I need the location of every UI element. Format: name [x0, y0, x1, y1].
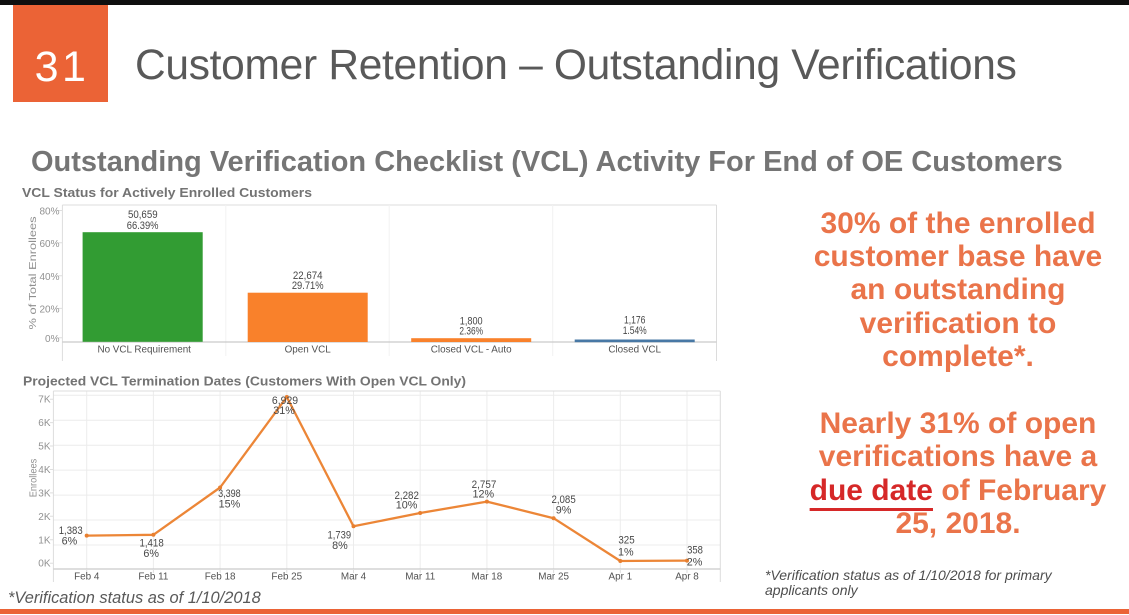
svg-text:7K: 7K	[38, 395, 51, 406]
svg-text:Open VCL: Open VCL	[285, 345, 332, 356]
svg-text:0K: 0K	[38, 559, 51, 570]
svg-text:2,757: 2,757	[472, 479, 497, 491]
svg-text:29.71%: 29.71%	[292, 280, 324, 292]
svg-text:1.54%: 1.54%	[623, 325, 647, 337]
svg-text:2%: 2%	[687, 557, 703, 569]
svg-text:31%: 31%	[273, 405, 295, 417]
svg-text:20%: 20%	[39, 305, 59, 316]
svg-text:2,282: 2,282	[395, 490, 419, 502]
svg-text:358: 358	[687, 545, 703, 557]
svg-text:% of Total Enrollees: % of Total Enrollees	[28, 217, 39, 330]
svg-text:12%: 12%	[472, 488, 494, 500]
svg-text:Closed VCL: Closed VCL	[608, 345, 661, 356]
svg-text:1,383: 1,383	[59, 525, 83, 537]
svg-text:Feb 4: Feb 4	[74, 572, 100, 583]
svg-text:50,659: 50,659	[128, 209, 158, 221]
svg-text:80%: 80%	[39, 207, 59, 218]
svg-text:Mar 11: Mar 11	[405, 572, 436, 583]
svg-text:6%: 6%	[62, 536, 78, 548]
svg-text:2K: 2K	[38, 512, 51, 523]
svg-text:No VCL Requirement: No VCL Requirement	[97, 345, 191, 356]
svg-text:2,085: 2,085	[552, 494, 576, 506]
svg-text:2.36%: 2.36%	[459, 325, 483, 337]
svg-text:3K: 3K	[38, 488, 51, 499]
svg-text:Feb 18: Feb 18	[205, 572, 236, 583]
svg-text:Apr 1: Apr 1	[608, 572, 632, 583]
svg-text:3,398: 3,398	[218, 488, 241, 500]
svg-text:VCL Status for Actively Enroll: VCL Status for Actively Enrolled Custome…	[22, 185, 312, 200]
svg-text:66.39%: 66.39%	[127, 220, 159, 232]
svg-text:6%: 6%	[143, 548, 159, 560]
svg-text:Feb 25: Feb 25	[271, 572, 302, 583]
svg-text:Enrollees: Enrollees	[29, 459, 40, 498]
svg-text:Closed VCL - Auto: Closed VCL - Auto	[431, 345, 512, 356]
svg-text:4K: 4K	[38, 465, 51, 476]
svg-text:Mar 25: Mar 25	[538, 572, 569, 583]
svg-text:6,929: 6,929	[272, 395, 298, 407]
svg-text:1,739: 1,739	[328, 530, 352, 542]
svg-text:15%: 15%	[219, 499, 241, 511]
svg-text:6K: 6K	[38, 418, 51, 429]
svg-text:1,418: 1,418	[140, 537, 164, 549]
svg-text:22,674: 22,674	[293, 270, 323, 282]
svg-text:60%: 60%	[39, 239, 59, 250]
svg-text:325: 325	[618, 535, 634, 547]
svg-text:1,176: 1,176	[624, 315, 646, 327]
svg-text:Mar 18: Mar 18	[472, 572, 503, 583]
svg-text:1%: 1%	[618, 546, 634, 558]
svg-text:1,800: 1,800	[460, 316, 483, 328]
svg-text:40%: 40%	[39, 272, 59, 283]
svg-text:Mar 4: Mar 4	[341, 572, 367, 583]
svg-text:Feb 11: Feb 11	[138, 572, 169, 583]
svg-text:5K: 5K	[38, 442, 51, 453]
svg-text:Apr 8: Apr 8	[675, 572, 699, 583]
svg-text:0%: 0%	[45, 334, 60, 345]
svg-text:Projected VCL Termination Date: Projected VCL Termination Dates (Custome…	[23, 373, 466, 388]
svg-text:8%: 8%	[332, 540, 348, 552]
svg-text:1K: 1K	[38, 535, 51, 546]
svg-text:10%: 10%	[396, 499, 418, 511]
svg-text:9%: 9%	[556, 505, 572, 517]
